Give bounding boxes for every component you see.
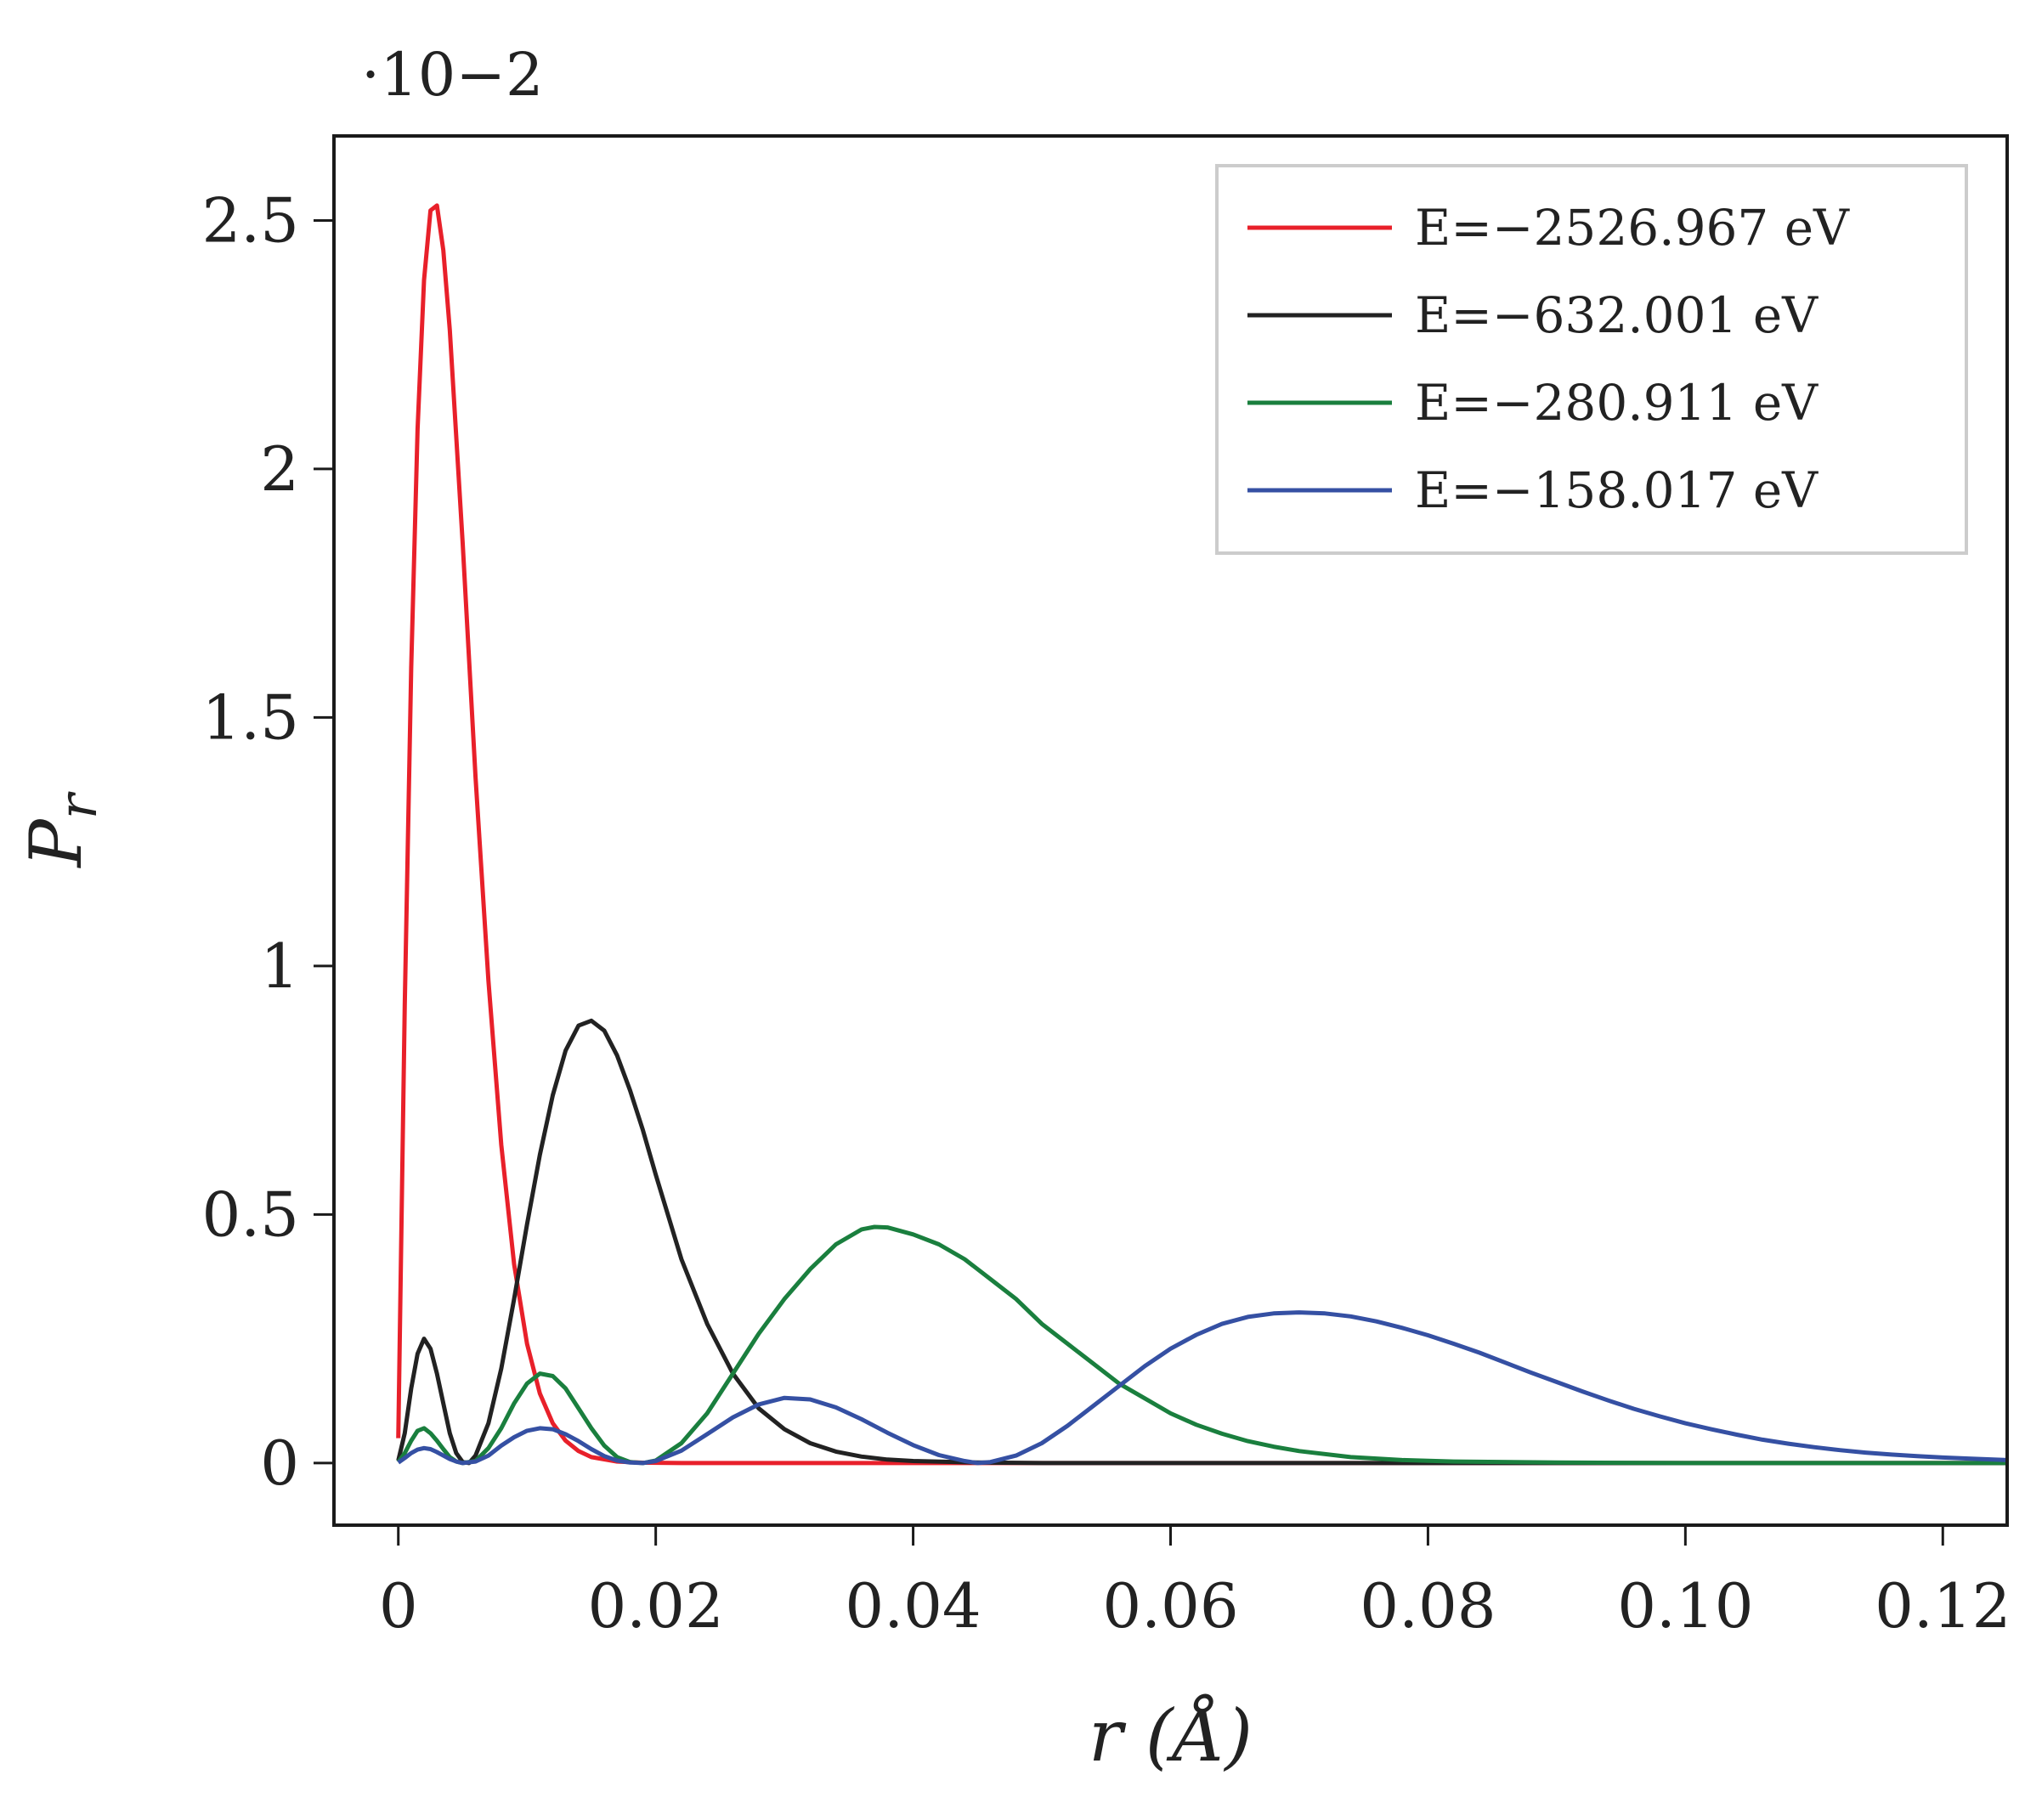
y-axis: 0 0.5 1 1.5 2 2.5 — [201, 184, 334, 1499]
x-axis: 0 0.02 0.04 0.06 0.08 0.10 0.12 — [379, 1525, 2011, 1642]
y-tick-label: 2.5 — [201, 184, 299, 256]
x-tick-label: 0.10 — [1617, 1570, 1753, 1642]
x-tick-label: 0.02 — [587, 1570, 723, 1642]
legend-label: E=−280.911 eV — [1415, 374, 1819, 432]
y-axis-label: Pr — [14, 791, 109, 869]
series-line-4 — [397, 1310, 2008, 1466]
y-tick-label: 1.5 — [201, 681, 299, 753]
x-tick-label: 0.08 — [1360, 1570, 1496, 1642]
x-tick-label: 0.12 — [1875, 1570, 2011, 1642]
series-line-3 — [396, 1224, 2007, 1466]
svg-text:Pr: Pr — [14, 791, 109, 869]
series-layer — [396, 203, 2008, 1466]
y-tick-label: 0.5 — [201, 1178, 299, 1250]
legend-label: E=−158.017 eV — [1415, 461, 1819, 519]
legend-label: E=−2526.967 eV — [1415, 199, 1850, 257]
y-tick-label: 0 — [260, 1427, 299, 1499]
x-tick-label: 0 — [379, 1570, 418, 1642]
legend-label: E=−632.001 eV — [1415, 286, 1819, 344]
legend: E=−2526.967 eV E=−632.001 eV E=−280.911 eV… — [1215, 164, 1968, 555]
series-line-2 — [396, 1018, 2007, 1466]
x-axis-label: r (Å) — [1089, 1693, 1253, 1778]
x-tick-label: 0.06 — [1102, 1570, 1238, 1642]
y-tick-label: 1 — [260, 930, 299, 1002]
x-tick-label: 0.04 — [845, 1570, 981, 1642]
y-tick-label: 2 — [260, 433, 299, 505]
y-scale-note: ·10−2 — [361, 40, 544, 110]
